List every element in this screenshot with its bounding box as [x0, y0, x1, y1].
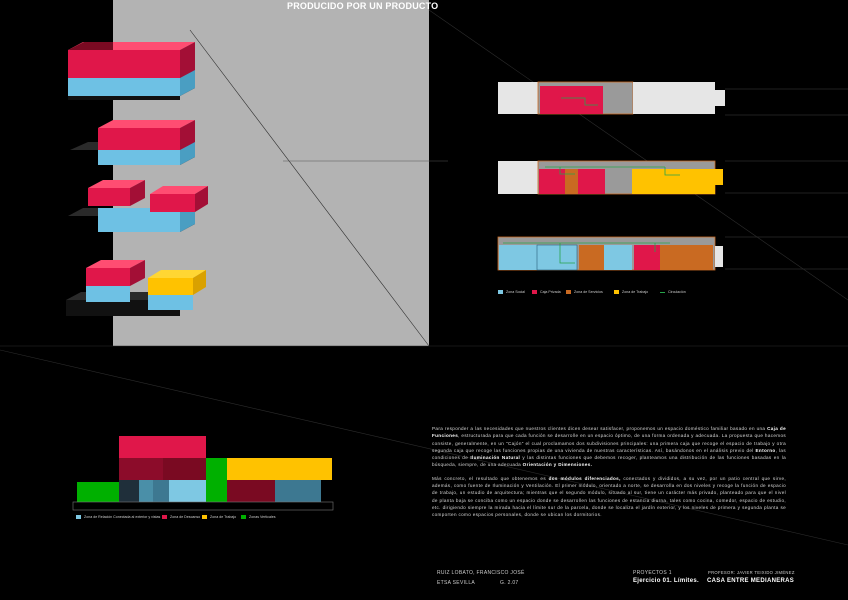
section-legend-item-rest: Zona de Descanso — [162, 515, 200, 519]
floor-plan-2 — [498, 160, 723, 195]
legend-item-social: Zona Social — [498, 290, 525, 294]
text-run: Más concreto, el resultado que obtenemos… — [432, 475, 546, 481]
banner-title: PRODUCIDO POR UN PRODUCTO — [287, 1, 439, 11]
legend-label: Zona de Relación Conectada al exterior y… — [84, 515, 161, 519]
axon-stage-3 — [68, 180, 208, 232]
text-run: Para responder a las necesidades que nue… — [432, 426, 766, 431]
legend-item-work: Zona de Trabajo — [614, 290, 648, 294]
legend-label: Zonas Verticales — [249, 515, 276, 519]
description-paragraph-2: Más concreto, el resultado que obtenemos… — [432, 475, 786, 519]
project-title: CASA ENTRE MEDIANERAS — [707, 578, 795, 584]
legend-item-service: Zona de Servicios — [566, 290, 603, 294]
relation-swatch — [76, 515, 81, 519]
text-run-bold: Iluminación Natural — [470, 455, 521, 461]
section-legend-item-work: Zona de Trabajo — [202, 515, 236, 519]
legend-label: Zona de Descanso — [170, 515, 201, 519]
service-swatch — [566, 290, 571, 294]
text-run-bold: dos módulos diferenciados, — [548, 475, 621, 481]
social-swatch — [498, 290, 503, 294]
text-run: , estructurada para que cada función se … — [432, 433, 786, 453]
private-swatch — [532, 290, 537, 294]
work-swatch — [614, 290, 619, 294]
legend-label: Caja Privada — [540, 290, 561, 294]
course-name: PROYECTOS 1 — [633, 570, 672, 576]
description-paragraph-1: Para responder a las necesidades que nue… — [432, 425, 786, 469]
text-run-bold: Caja de Funciones — [432, 426, 786, 439]
text-run-bold: Entorno — [755, 447, 776, 453]
section-legend-item-vertical: Zonas Verticales — [241, 515, 276, 519]
text-run-bold: Orientación y Dimensiones. — [522, 462, 593, 468]
legend-label: Zona de Trabajo — [622, 290, 649, 294]
legend-item-private: Caja Privada — [532, 290, 561, 294]
project-description: Para responder a las necesidades que nue… — [432, 425, 786, 525]
axon-stage-1 — [68, 42, 195, 100]
professor-name: PROFESOR: JAVIER TEIXIDO JIMÉNEZ — [708, 570, 795, 575]
floor-plan-1 — [498, 81, 725, 115]
floor-plan-3 — [497, 236, 723, 271]
exercise-title: Ejercicio 01. Límites. — [633, 578, 699, 584]
text-run: conectados y divididos, a su vez, por un… — [432, 475, 786, 518]
plan-guide-lines — [725, 88, 848, 270]
circulation-swatch — [660, 292, 665, 293]
group-code: G. 2.07 — [500, 580, 519, 586]
construction-lines — [0, 9, 848, 546]
legend-label: Zona Social — [506, 290, 525, 294]
section-legend-item-relation: Zona de Relación Conectada al exterior y… — [76, 515, 160, 519]
axon-stage-4 — [66, 260, 206, 316]
text-run: , las condiciones de — [432, 447, 786, 461]
work-swatch — [202, 515, 207, 519]
author-name: RUIZ LOBATO, FRANCISCO JOSÉ — [437, 570, 525, 576]
section-diagram — [72, 436, 334, 511]
legend-label: Zona de Servicios — [574, 290, 603, 294]
legend-label: Zona de Trabajo — [210, 515, 237, 519]
legend-label: Circulación — [668, 290, 686, 294]
vertical-swatch — [241, 515, 246, 519]
legend-item-circulation: Circulación — [660, 290, 686, 294]
school-name: ETSA SEVILLA — [437, 580, 476, 586]
rest-swatch — [162, 515, 167, 519]
axon-stage-2 — [70, 120, 195, 165]
text-run: y las distintas funciones que debemos re… — [432, 455, 787, 468]
